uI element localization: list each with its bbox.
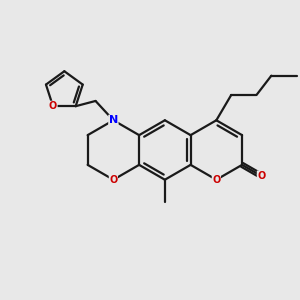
Text: O: O — [212, 175, 220, 185]
Text: N: N — [109, 115, 118, 125]
Text: O: O — [49, 101, 57, 111]
Text: O: O — [109, 175, 118, 185]
Text: O: O — [257, 171, 266, 181]
